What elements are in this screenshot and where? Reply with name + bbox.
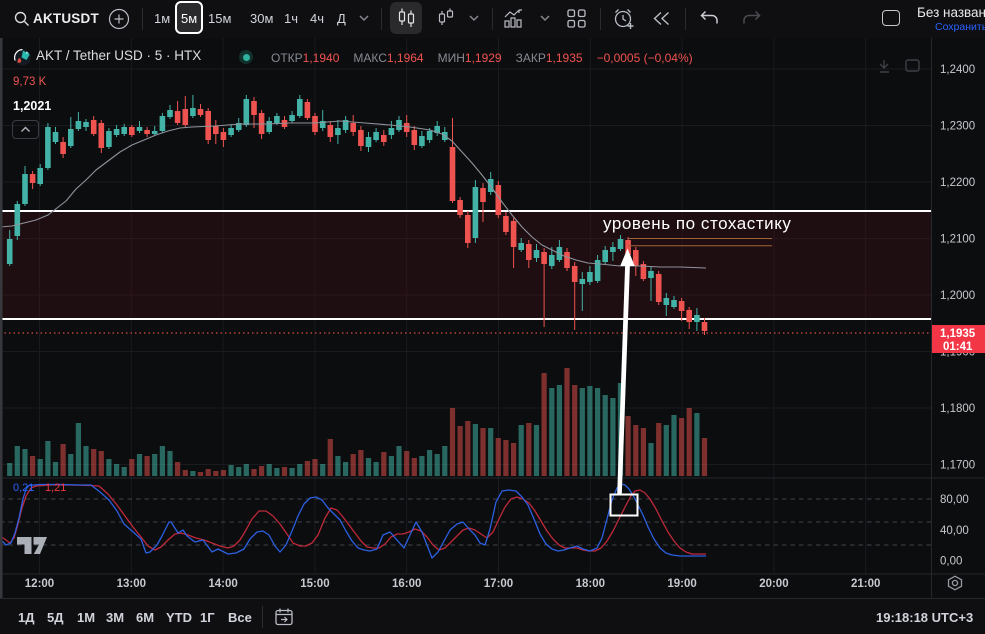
svg-text:01:41: 01:41 xyxy=(943,341,973,353)
svg-text:13:00: 13:00 xyxy=(117,578,146,590)
svg-text:19:00: 19:00 xyxy=(667,578,696,590)
svg-text:1,2300: 1,2300 xyxy=(940,121,975,133)
svg-text:1,2000: 1,2000 xyxy=(940,290,975,302)
svg-text:1,2200: 1,2200 xyxy=(940,177,975,189)
svg-text:уровень по стохастику: уровень по стохастику xyxy=(603,214,791,233)
svg-text:1,21: 1,21 xyxy=(45,482,66,494)
svg-text:17:00: 17:00 xyxy=(484,578,513,590)
svg-text:15:00: 15:00 xyxy=(300,578,329,590)
svg-text:16:00: 16:00 xyxy=(392,578,421,590)
svg-text:1,1700: 1,1700 xyxy=(940,460,975,472)
svg-text:1,2100: 1,2100 xyxy=(940,234,975,246)
svg-text:18:00: 18:00 xyxy=(576,578,605,590)
svg-text:14:00: 14:00 xyxy=(208,578,237,590)
svg-text:20:00: 20:00 xyxy=(759,578,788,590)
svg-text:0,21: 0,21 xyxy=(13,482,34,494)
svg-text:12:00: 12:00 xyxy=(25,578,54,590)
svg-text:1,1935: 1,1935 xyxy=(940,328,976,340)
svg-text:21:00: 21:00 xyxy=(851,578,880,590)
svg-text:1,2400: 1,2400 xyxy=(940,64,975,76)
svg-text:40,00: 40,00 xyxy=(940,525,969,537)
svg-text:1,1800: 1,1800 xyxy=(940,403,975,415)
svg-text:0,00: 0,00 xyxy=(940,556,962,568)
svg-text:80,00: 80,00 xyxy=(940,494,969,506)
